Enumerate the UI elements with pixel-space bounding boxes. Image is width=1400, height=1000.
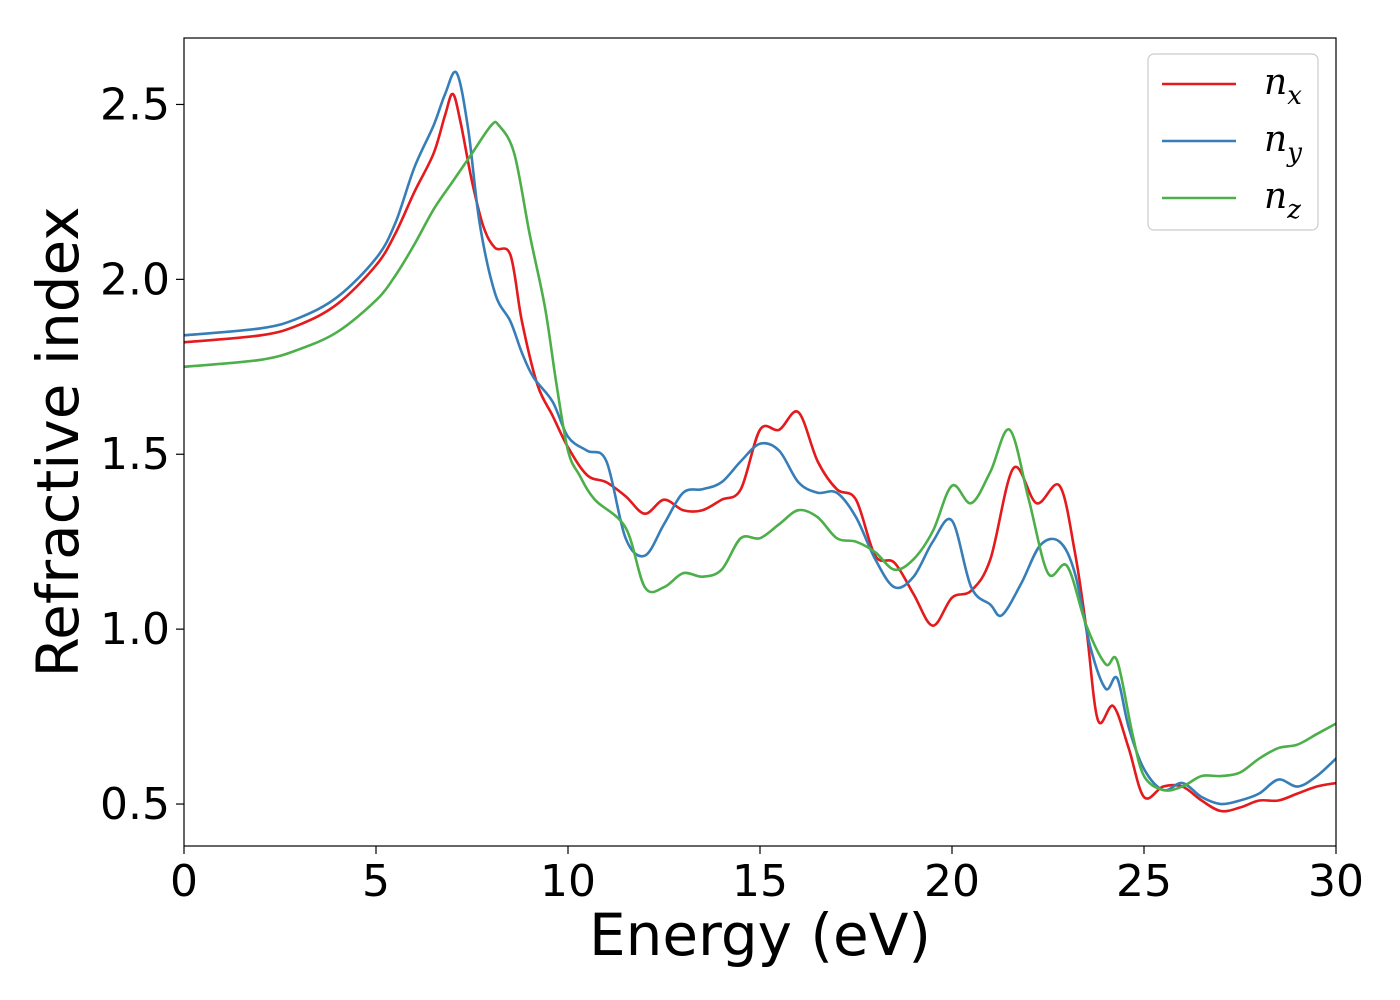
- legend-label-nx: nx: [1264, 62, 1302, 111]
- y-tick-label: 1.0: [100, 604, 170, 655]
- legend: nx ny nz: [1147, 53, 1319, 231]
- x-tick-label: 15: [732, 856, 788, 907]
- x-tick-label: 0: [170, 856, 198, 907]
- x-tick-label: 5: [362, 856, 390, 907]
- plot-area: [184, 38, 1336, 846]
- series-layer: [184, 70, 1336, 813]
- legend-label-ny: ny: [1264, 119, 1302, 168]
- y-axis: 0.5 1.0 1.5 2.0 2.5: [100, 79, 184, 830]
- x-tick-label: 30: [1308, 856, 1364, 907]
- series-line-nx: [184, 92, 1336, 813]
- y-tick-label: 2.5: [100, 79, 170, 130]
- x-axis-label: Energy (eV): [589, 901, 931, 969]
- series-line-nz: [184, 120, 1336, 792]
- y-tick-label: 1.5: [100, 429, 170, 480]
- x-tick-label: 25: [1116, 856, 1172, 907]
- y-tick-label: 0.5: [100, 779, 170, 830]
- x-tick-label: 10: [540, 856, 596, 907]
- series-line-ny: [184, 70, 1336, 806]
- x-axis: 0 5 10 15 20 25 30: [170, 846, 1364, 907]
- legend-label-nz: nz: [1264, 176, 1301, 225]
- y-axis-label: Refractive index: [24, 206, 92, 677]
- y-tick-label: 2.0: [100, 254, 170, 305]
- x-tick-label: 20: [924, 856, 980, 907]
